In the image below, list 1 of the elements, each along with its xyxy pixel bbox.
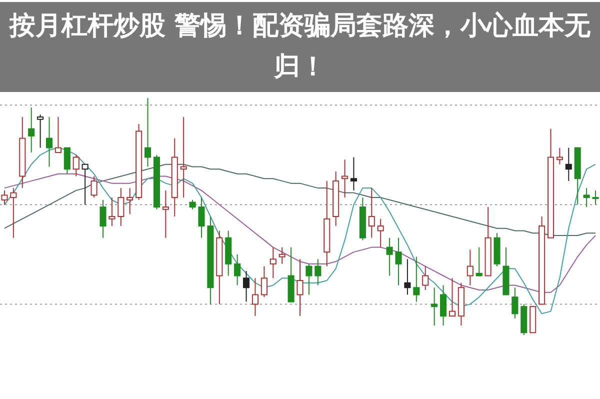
chart-title: 按月杠杆炒股 警惕！配资骗局套路深，小心血本无归！: [0, 2, 600, 92]
